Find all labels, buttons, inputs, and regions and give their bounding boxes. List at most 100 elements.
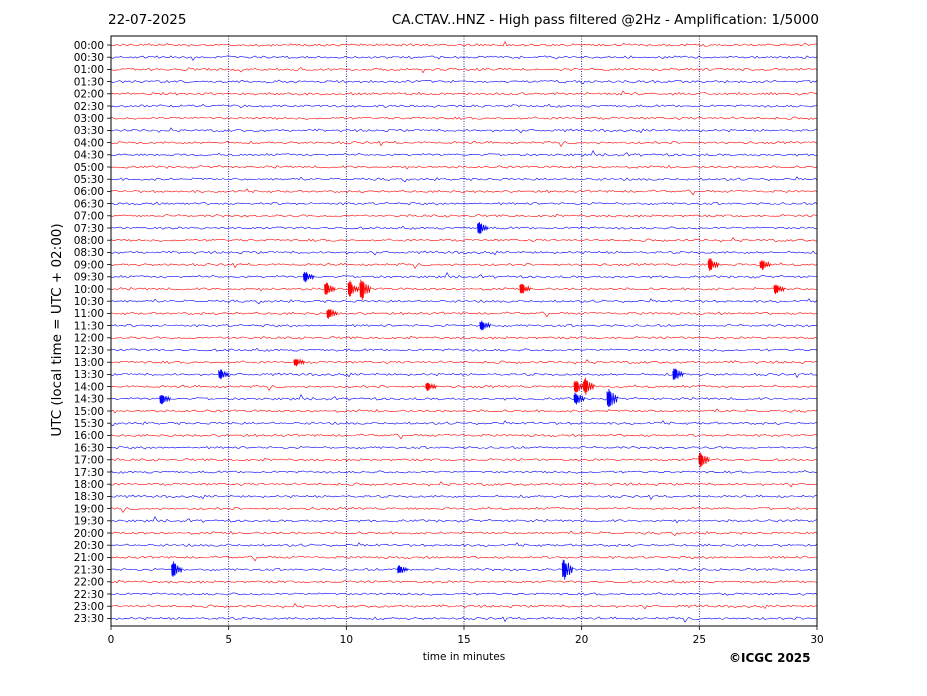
trace-12:00 xyxy=(110,335,818,340)
event-burst xyxy=(479,320,491,331)
event-burst xyxy=(293,358,305,367)
trace-08:30 xyxy=(110,250,818,256)
event-burst xyxy=(326,308,338,319)
event-burst xyxy=(425,382,437,391)
x-tick-label: 10 xyxy=(340,634,353,646)
y-tick-label: 03:30 xyxy=(74,125,104,137)
y-tick-label: 09:30 xyxy=(74,272,104,284)
x-axis-label: time in minutes xyxy=(422,651,506,663)
y-tick-label: 07:00 xyxy=(74,211,104,223)
trace-12:30 xyxy=(110,347,818,352)
y-tick-label: 16:30 xyxy=(74,442,104,454)
event-burst xyxy=(573,380,585,393)
y-tick-label: 19:30 xyxy=(74,516,104,528)
x-tick-label: 15 xyxy=(457,634,470,646)
y-tick-label: 00:00 xyxy=(74,40,104,52)
event-burst xyxy=(606,388,618,407)
event-burst xyxy=(171,561,183,577)
y-tick-label: 07:30 xyxy=(74,223,104,235)
x-tick-label: 20 xyxy=(575,634,588,646)
event-burst xyxy=(519,283,531,294)
trace-04:30 xyxy=(110,150,818,157)
event-burst xyxy=(773,284,785,295)
y-tick-label: 02:30 xyxy=(74,101,104,113)
x-tick-label: 25 xyxy=(693,634,706,646)
y-tick-label: 00:30 xyxy=(74,52,104,64)
y-tick-label: 18:30 xyxy=(74,491,104,503)
trace-15:30 xyxy=(110,420,818,427)
y-tick-label: 17:00 xyxy=(74,455,104,467)
y-tick-label: 06:00 xyxy=(74,186,104,198)
event-burst xyxy=(218,369,230,380)
y-tick-label: 14:00 xyxy=(74,381,104,393)
trace-20:30 xyxy=(110,542,818,547)
y-tick-label: 20:00 xyxy=(74,528,104,540)
y-tick-label: 11:00 xyxy=(74,308,104,320)
copyright: ©ICGC 2025 xyxy=(729,651,811,665)
y-tick-label: 16:00 xyxy=(74,430,104,442)
trace-07:30 xyxy=(110,225,818,230)
x-tick-label: 0 xyxy=(108,634,115,646)
chart-date: 22-07-2025 xyxy=(108,12,187,28)
y-tick-label: 18:00 xyxy=(74,479,104,491)
y-tick-label: 06:30 xyxy=(74,198,104,210)
x-tick-label: 30 xyxy=(810,634,823,646)
y-tick-label: 09:00 xyxy=(74,259,104,271)
y-tick-label: 12:00 xyxy=(74,333,104,345)
y-tick-label: 12:30 xyxy=(74,345,104,357)
y-tick-label: 20:30 xyxy=(74,540,104,552)
event-burst xyxy=(359,279,371,300)
event-burst xyxy=(707,258,720,272)
y-tick-label: 13:00 xyxy=(74,357,104,369)
y-tick-label: 10:00 xyxy=(74,284,104,296)
trace-16:30 xyxy=(110,445,818,450)
event-burst xyxy=(397,565,409,574)
event-burst xyxy=(324,282,336,295)
trace-08:00 xyxy=(110,237,818,243)
event-burst xyxy=(582,377,595,395)
y-tick-label: 04:00 xyxy=(74,137,104,149)
y-tick-label: 05:00 xyxy=(74,162,104,174)
event-burst xyxy=(159,395,171,405)
y-tick-label: 02:00 xyxy=(74,89,104,101)
y-tick-label: 03:00 xyxy=(74,113,104,125)
y-tick-label: 23:30 xyxy=(74,613,104,625)
y-tick-label: 15:00 xyxy=(74,406,104,418)
trace-04:00 xyxy=(110,140,818,147)
y-tick-label: 14:30 xyxy=(74,394,104,406)
y-tick-label: 21:30 xyxy=(74,564,104,576)
y-tick-label: 19:00 xyxy=(74,503,104,515)
event-burst xyxy=(347,280,360,297)
y-tick-label: 15:30 xyxy=(74,418,104,430)
y-tick-label: 13:30 xyxy=(74,369,104,381)
x-tick-label: 5 xyxy=(225,634,232,646)
trace-03:30 xyxy=(110,127,818,134)
y-tick-label: 22:30 xyxy=(74,589,104,601)
y-tick-label: 05:30 xyxy=(74,174,104,186)
y-tick-label: 10:30 xyxy=(74,296,104,308)
y-tick-label: 01:00 xyxy=(74,64,104,76)
trace-16:00 xyxy=(110,433,818,440)
y-tick-label: 17:30 xyxy=(74,467,104,479)
trace-14:00 xyxy=(110,384,818,391)
chart-title: CA.CTAV..HNZ - High pass filtered @2Hz -… xyxy=(391,12,819,28)
y-tick-label: 01:30 xyxy=(74,76,104,88)
y-tick-label: 04:30 xyxy=(74,150,104,162)
trace-07:00 xyxy=(110,213,818,218)
y-tick-label: 21:00 xyxy=(74,552,104,564)
event-burst xyxy=(672,368,684,380)
event-burst xyxy=(573,392,585,405)
y-tick-label: 22:00 xyxy=(74,577,104,589)
y-tick-label: 08:00 xyxy=(74,235,104,247)
trace-09:30 xyxy=(110,272,818,279)
event-burst xyxy=(561,559,574,580)
event-burst xyxy=(698,452,710,468)
event-burst xyxy=(477,221,489,234)
trace-23:00 xyxy=(110,603,818,610)
y-tick-label: 08:30 xyxy=(74,247,104,259)
event-burst xyxy=(302,271,315,283)
y-tick-label: 23:00 xyxy=(74,601,104,613)
trace-02:00 xyxy=(110,90,818,96)
event-burst xyxy=(759,260,771,271)
